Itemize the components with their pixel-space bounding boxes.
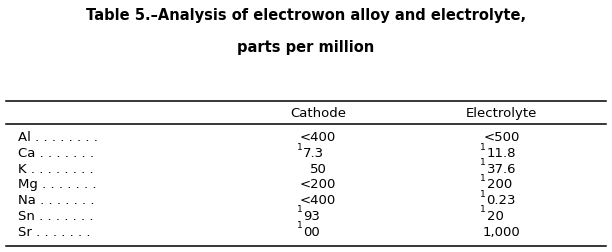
Text: 93: 93: [303, 209, 320, 222]
Text: 1: 1: [480, 142, 486, 151]
Text: Al . . . . . . . .: Al . . . . . . . .: [18, 131, 99, 144]
Text: <400: <400: [300, 131, 337, 144]
Text: 1: 1: [480, 173, 486, 182]
Text: 11.8: 11.8: [487, 146, 516, 160]
Text: <500: <500: [483, 131, 520, 144]
Text: 0.23: 0.23: [487, 193, 516, 206]
Text: 1: 1: [297, 205, 302, 214]
Text: 50: 50: [310, 162, 327, 175]
Text: 1: 1: [297, 220, 302, 229]
Text: parts per million: parts per million: [237, 40, 375, 55]
Text: Sn . . . . . . .: Sn . . . . . . .: [18, 209, 94, 222]
Text: 20: 20: [487, 209, 504, 222]
Text: 1: 1: [297, 142, 302, 151]
Text: 37.6: 37.6: [487, 162, 516, 175]
Text: 00: 00: [303, 225, 319, 238]
Text: Sr . . . . . . .: Sr . . . . . . .: [18, 225, 91, 238]
Text: 1: 1: [480, 189, 486, 198]
Text: Mg . . . . . . .: Mg . . . . . . .: [18, 178, 97, 191]
Text: 200: 200: [487, 178, 512, 191]
Text: Ca . . . . . . .: Ca . . . . . . .: [18, 146, 94, 160]
Text: Cathode: Cathode: [290, 106, 346, 119]
Text: <400: <400: [300, 193, 337, 206]
Text: Table 5.–Analysis of electrowon alloy and electrolyte,: Table 5.–Analysis of electrowon alloy an…: [86, 8, 526, 22]
Text: 1,000: 1,000: [483, 225, 521, 238]
Text: Na . . . . . . .: Na . . . . . . .: [18, 193, 95, 206]
Text: <200: <200: [300, 178, 337, 191]
Text: 7.3: 7.3: [303, 146, 324, 160]
Text: K . . . . . . . .: K . . . . . . . .: [18, 162, 94, 175]
Text: 1: 1: [480, 158, 486, 167]
Text: 1: 1: [480, 205, 486, 214]
Text: Electrolyte: Electrolyte: [466, 106, 537, 119]
